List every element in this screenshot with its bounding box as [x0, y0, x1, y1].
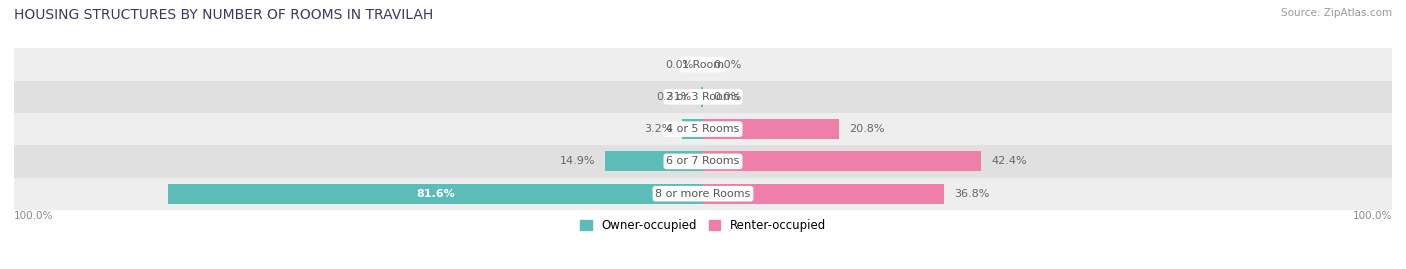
Text: 0.0%: 0.0% [713, 92, 741, 102]
Text: 1 Room: 1 Room [682, 59, 724, 70]
Text: 3.2%: 3.2% [644, 124, 672, 134]
Text: 0.0%: 0.0% [713, 59, 741, 70]
Text: 81.6%: 81.6% [416, 189, 454, 199]
Text: 0.31%: 0.31% [655, 92, 692, 102]
Legend: Owner-occupied, Renter-occupied: Owner-occupied, Renter-occupied [579, 219, 827, 232]
Bar [14, 113, 1392, 145]
Text: 14.9%: 14.9% [560, 156, 595, 167]
Text: 8 or more Rooms: 8 or more Rooms [655, 189, 751, 199]
Text: 6 or 7 Rooms: 6 or 7 Rooms [666, 156, 740, 167]
Text: 42.4%: 42.4% [991, 156, 1026, 167]
Bar [167, 184, 703, 204]
Bar [14, 145, 1392, 178]
Text: 100.0%: 100.0% [14, 211, 53, 221]
Bar [702, 87, 703, 107]
Bar [605, 151, 703, 171]
Text: 2 or 3 Rooms: 2 or 3 Rooms [666, 92, 740, 102]
Bar [703, 184, 945, 204]
Text: Source: ZipAtlas.com: Source: ZipAtlas.com [1281, 8, 1392, 18]
Bar [703, 119, 839, 139]
Bar [703, 151, 981, 171]
Text: 36.8%: 36.8% [955, 189, 990, 199]
Bar [14, 81, 1392, 113]
Text: 100.0%: 100.0% [1353, 211, 1392, 221]
Text: 20.8%: 20.8% [849, 124, 884, 134]
Text: 0.0%: 0.0% [665, 59, 693, 70]
Bar [682, 119, 703, 139]
Text: 4 or 5 Rooms: 4 or 5 Rooms [666, 124, 740, 134]
Bar [14, 178, 1392, 210]
Bar [14, 48, 1392, 81]
Text: HOUSING STRUCTURES BY NUMBER OF ROOMS IN TRAVILAH: HOUSING STRUCTURES BY NUMBER OF ROOMS IN… [14, 8, 433, 22]
